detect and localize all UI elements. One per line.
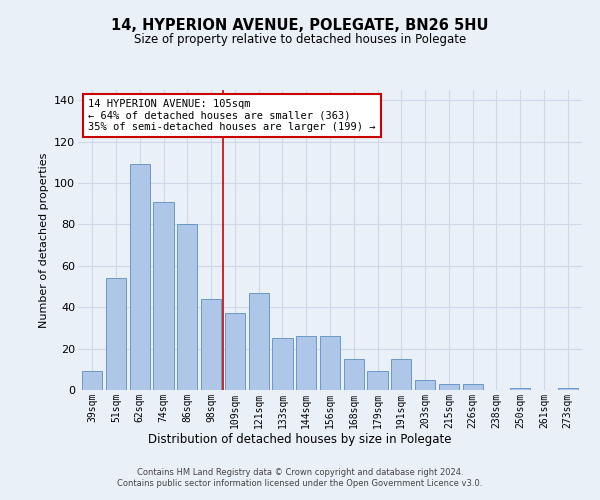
- Text: 14, HYPERION AVENUE, POLEGATE, BN26 5HU: 14, HYPERION AVENUE, POLEGATE, BN26 5HU: [111, 18, 489, 32]
- Bar: [415, 380, 435, 390]
- Bar: [248, 293, 269, 390]
- Bar: [557, 388, 578, 390]
- Bar: [177, 224, 197, 390]
- Bar: [320, 336, 340, 390]
- Text: Contains HM Land Registry data © Crown copyright and database right 2024.
Contai: Contains HM Land Registry data © Crown c…: [118, 468, 482, 487]
- Y-axis label: Number of detached properties: Number of detached properties: [38, 152, 49, 328]
- Bar: [344, 359, 364, 390]
- Bar: [391, 359, 412, 390]
- Bar: [296, 336, 316, 390]
- Bar: [130, 164, 150, 390]
- Text: Distribution of detached houses by size in Polegate: Distribution of detached houses by size …: [148, 432, 452, 446]
- Bar: [510, 388, 530, 390]
- Bar: [272, 338, 293, 390]
- Bar: [439, 384, 459, 390]
- Bar: [154, 202, 173, 390]
- Bar: [82, 372, 103, 390]
- Bar: [225, 314, 245, 390]
- Bar: [201, 299, 221, 390]
- Bar: [463, 384, 483, 390]
- Bar: [367, 372, 388, 390]
- Text: 14 HYPERION AVENUE: 105sqm
← 64% of detached houses are smaller (363)
35% of sem: 14 HYPERION AVENUE: 105sqm ← 64% of deta…: [88, 99, 376, 132]
- Bar: [106, 278, 126, 390]
- Text: Size of property relative to detached houses in Polegate: Size of property relative to detached ho…: [134, 32, 466, 46]
